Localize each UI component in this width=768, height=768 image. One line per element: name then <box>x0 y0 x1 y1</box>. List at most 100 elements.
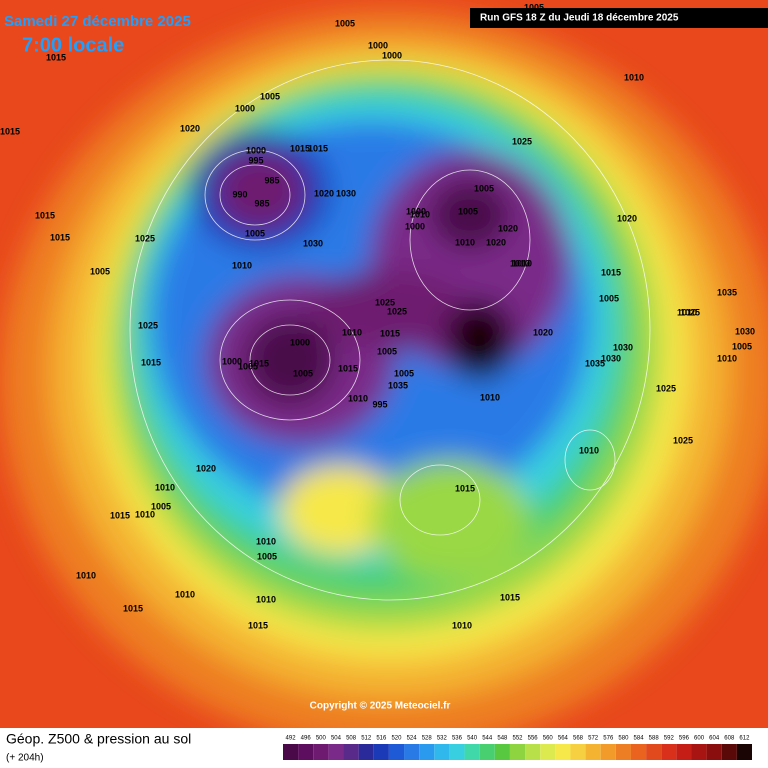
isobar-label: 1030 <box>735 326 755 336</box>
isobar-label: 1000 <box>406 206 426 216</box>
isobar-label: 1015 <box>290 143 310 153</box>
isobar-label: 1010 <box>410 209 430 219</box>
color-scale: 492 496 500 504 508 512 516 520 524 528 532 536 540 5… <box>283 736 752 760</box>
scale-label: 592 <box>664 736 675 742</box>
isobar-label: 1010 <box>455 237 475 247</box>
scale-swatch <box>283 744 299 760</box>
scale-label: 496 <box>301 736 312 742</box>
isobar-label: 1005 <box>238 361 258 371</box>
scale-swatch <box>525 744 541 760</box>
isobar-label: 1010 <box>480 392 500 402</box>
scale-label: 516 <box>376 736 387 742</box>
isobar-label: 1000 <box>405 221 425 231</box>
scale-label: 552 <box>512 736 523 742</box>
isobar-label: 1010 <box>677 307 697 317</box>
scale-swatch <box>494 744 510 760</box>
isobar-label: 1010 <box>175 589 195 599</box>
scale-swatch <box>358 744 374 760</box>
header: Samedi 27 décembre 2025 7:00 locale Run … <box>4 8 768 56</box>
scale-swatch <box>721 744 737 760</box>
isobar-label: 1015 <box>338 363 358 373</box>
scale-swatch <box>373 744 389 760</box>
isobar-label: 1015 <box>46 52 66 62</box>
isobar-label: 1030 <box>336 188 356 198</box>
isobar-label: 1005 <box>257 551 277 561</box>
scale-swatch <box>298 744 314 760</box>
scale-swatch <box>706 744 722 760</box>
isobar-label: 995 <box>248 155 263 165</box>
scale-swatch <box>388 744 405 760</box>
scale-label: 612 <box>739 736 750 742</box>
run-box <box>470 8 768 28</box>
scale-swatch <box>630 744 647 760</box>
scale-label: 560 <box>543 736 554 742</box>
isobar-label: 1020 <box>533 327 553 337</box>
scale-label: 580 <box>618 736 629 742</box>
scale-swatch <box>736 744 752 760</box>
scale-label: 600 <box>694 736 705 742</box>
scale-swatch <box>600 744 616 760</box>
isobar-label: 1015 <box>249 358 269 368</box>
isobar-label: 1025 <box>138 320 158 330</box>
scale-label: 492 <box>286 736 297 742</box>
isobar-label: 1010 <box>579 445 599 455</box>
scale-swatch <box>661 744 677 760</box>
isobar-label: 1035 <box>388 380 408 390</box>
isobar-label: 1010 <box>348 393 368 403</box>
isobar-label: 1005 <box>377 346 397 356</box>
isobar-label: 1025 <box>656 383 676 393</box>
isobar-label: 1015 <box>0 126 20 136</box>
scale-swatch <box>615 744 631 760</box>
isobar-label: 1010 <box>256 536 276 546</box>
scale-swatch <box>646 744 662 760</box>
isobar-label: 1025 <box>680 307 700 317</box>
scale-label: 568 <box>573 736 584 742</box>
scale-swatch <box>509 744 526 760</box>
scale-swatch <box>313 744 329 760</box>
isobar-label: 1005 <box>474 183 494 193</box>
scale-label: 504 <box>331 736 342 742</box>
footer-lead: (+ 204h) <box>6 753 44 764</box>
scale-swatch <box>691 744 707 760</box>
isobar-label: 1010 <box>452 620 472 630</box>
isobar-label: 1020 <box>196 463 216 473</box>
isobar-label: 1000 <box>382 50 402 60</box>
isobar-label: 1035 <box>717 287 737 297</box>
isobar-label: 1010 <box>624 72 644 82</box>
scale-label: 556 <box>528 736 539 742</box>
isobar-label: 1010 <box>76 570 96 580</box>
scale-label: 508 <box>346 736 357 742</box>
isobar-label: 1005 <box>458 206 478 216</box>
isobar-label: 990 <box>232 189 247 199</box>
scale-label: 500 <box>316 736 327 742</box>
scale-label: 584 <box>634 736 645 742</box>
scale-swatch <box>570 744 586 760</box>
isobar-label: 1030 <box>613 342 633 352</box>
isobar-label: 1005 <box>90 266 110 276</box>
scale-label: 576 <box>603 736 614 742</box>
isobar-label: 1015 <box>123 603 143 613</box>
scale-swatch <box>540 744 556 760</box>
isobar-label: 1005 <box>394 368 414 378</box>
isobar-label: 1015 <box>50 232 70 242</box>
map-background <box>0 0 768 750</box>
isobar-label: 1000 <box>246 145 266 155</box>
isobar-label: 1005 <box>260 91 280 101</box>
scale-swatch <box>449 744 465 760</box>
isobar-label: 1015 <box>500 592 520 602</box>
isobar-label: 1015 <box>141 357 161 367</box>
isobar-label: 1005 <box>524 2 544 12</box>
scale-swatch <box>404 744 420 760</box>
isobar-labels: 1005100010001015101010151005100010201000… <box>0 2 755 630</box>
scale-swatch <box>676 744 692 760</box>
scale-label: 528 <box>422 736 433 742</box>
scale-swatch <box>555 744 571 760</box>
isobar-label: 1010 <box>256 594 276 604</box>
isobar-label: 1030 <box>601 353 621 363</box>
scale-label: 604 <box>709 736 720 742</box>
isobar-label: 1005 <box>599 293 619 303</box>
scale-swatch <box>464 744 480 760</box>
scale-swatch <box>434 744 450 760</box>
isobar-label: 1005 <box>732 341 752 351</box>
scale-label: 608 <box>724 736 735 742</box>
